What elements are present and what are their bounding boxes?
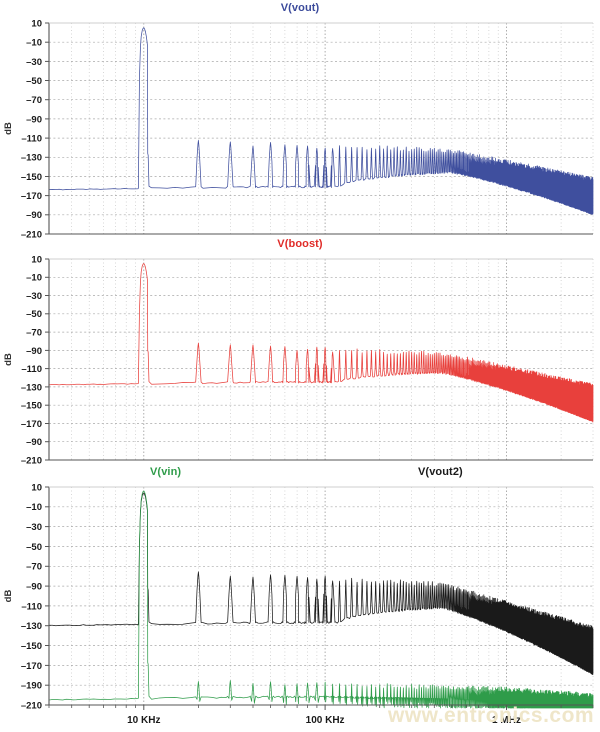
y-axis-title: dB (3, 590, 14, 603)
y-tick-label: –90 (26, 437, 42, 448)
y-tick-label: –30 (26, 522, 42, 533)
panel-vout: V(vout) 10 –10 –30 –50 –70 –90 –110 –130 –150 –17… (0, 0, 600, 240)
y-tick-label: 10 (31, 482, 42, 493)
y-tick-label: –110 (21, 364, 42, 375)
y-tick-label: –150 (21, 172, 42, 183)
y-axis-title: dB (3, 353, 14, 366)
y-tick-label: 10 (31, 18, 42, 29)
y-tick-label: –210 (21, 229, 42, 240)
panel-boost-title: V(boost) (277, 238, 323, 250)
y-tick-label: –10 (26, 273, 42, 284)
panel-boost-title-row: V(boost) (0, 236, 600, 253)
series-vboost (48, 263, 594, 423)
panel-boost-svg: 10 –10 –30 –50 –70 –90 –110 –130 –150 –170 –90 –210… (3, 254, 594, 466)
x-tick-label: 10 KHz (127, 715, 160, 726)
y-tick-label: –190 (21, 681, 42, 692)
panel-vin-title-row: V(vin) V(vout2) (0, 464, 600, 481)
y-tick-label: –130 (21, 621, 42, 632)
y-tick-label: –70 (26, 328, 42, 339)
panel-vin: V(vin) V(vout2) 10 –10 –30 –50 –70 –90 –110 –13… (0, 464, 600, 732)
panel-vout-svg: 10 –10 –30 –50 –70 –90 –110 –130 –150 –170 –90 –210… (3, 18, 594, 240)
y-tick-label: –130 (21, 153, 42, 164)
y-tick-label: –90 (26, 114, 42, 125)
panel-vin-plot: 10 –10 –30 –50 –70 –90 –110 –130 –150 –170 –190 –21… (0, 481, 600, 732)
y-tick-label: –50 (26, 76, 42, 87)
y-tick-label: –70 (26, 562, 42, 573)
x-tick-label: 1 MHz (492, 715, 521, 726)
y-axis-ticks: 10 –10 –30 –50 –70 –90 –110 –130 –150 –170 –190 –21… (21, 482, 49, 711)
y-tick-label: –110 (21, 601, 42, 612)
y-axis-title: dB (3, 122, 14, 135)
y-tick-label: –130 (21, 382, 42, 393)
series-vvout (48, 27, 594, 215)
y-tick-label: –10 (26, 38, 42, 49)
y-tick-label: –50 (26, 309, 42, 320)
trace-line (48, 27, 594, 215)
plot-background (49, 23, 593, 234)
y-tick-label: –210 (21, 455, 42, 466)
panel-vout-title-row: V(vout) (0, 0, 600, 17)
y-tick-label: –10 (26, 502, 42, 513)
trace-line (48, 492, 594, 676)
panel-vout-plot: 10 –10 –30 –50 –70 –90 –110 –130 –150 –170 –90 –210… (0, 17, 600, 240)
y-tick-label: –170 (21, 191, 42, 202)
panel-vin-title: V(vout2) (418, 466, 463, 478)
y-tick-label: –30 (26, 291, 42, 302)
y-tick-label: –150 (21, 401, 42, 412)
panel-vin-svg: 10 –10 –30 –50 –70 –90 –110 –130 –150 –170 –190 –21… (3, 482, 594, 726)
y-tick-label: –90 (26, 346, 42, 357)
x-axis-ticks: 10 KHz 100 KHz 1 MHz (48, 705, 594, 726)
y-tick-label: –210 (21, 700, 42, 711)
trace-line (48, 263, 594, 423)
y-axis-ticks: 10 –10 –30 –50 –70 –90 –110 –130 –150 –170 –90 –210 (21, 254, 49, 466)
y-tick-label: –90 (26, 210, 42, 221)
x-tick-label: 100 KHz (306, 715, 345, 726)
y-tick-label: –170 (21, 419, 42, 430)
panel-vout-title: V(vout) (280, 2, 320, 14)
y-tick-label: –170 (21, 661, 42, 672)
y-tick-label: –30 (26, 57, 42, 68)
panel-boost-plot: 10 –10 –30 –50 –70 –90 –110 –130 –150 –170 –90 –210… (0, 253, 600, 466)
y-tick-label: 10 (31, 254, 42, 265)
panel-vin-title-secondary: V(vin) (150, 466, 182, 478)
y-tick-label: –110 (21, 134, 42, 145)
panel-boost: V(boost) 10 –10 –30 –50 –70 –90 –110 –130 –150 –1… (0, 236, 600, 466)
y-tick-label: –90 (26, 582, 42, 593)
y-tick-label: –50 (26, 542, 42, 553)
y-axis-ticks: 10 –10 –30 –50 –70 –90 –110 –130 –150 –170 –90 –210 (21, 18, 49, 240)
series-vvout2 (48, 492, 594, 676)
y-tick-label: –150 (21, 641, 42, 652)
y-tick-label: –70 (26, 95, 42, 106)
plot-background (49, 259, 593, 460)
plot-background (49, 487, 593, 705)
